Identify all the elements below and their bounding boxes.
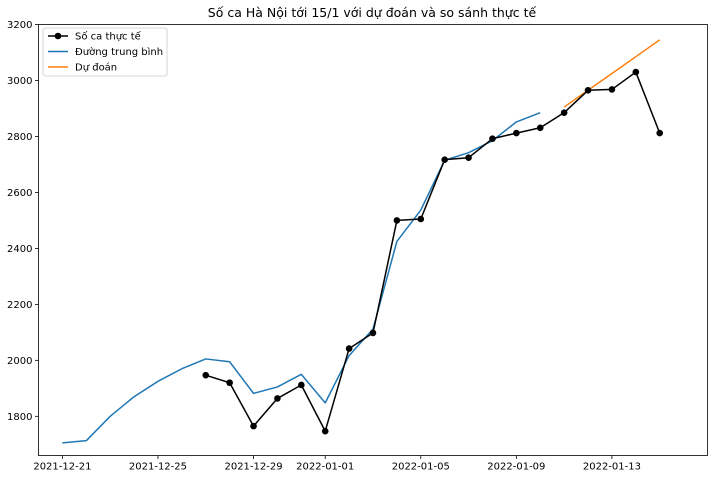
data-point <box>465 154 472 162</box>
legend-label: Số ca thực tế <box>75 31 142 43</box>
data-point <box>608 86 616 93</box>
data-point <box>536 124 544 132</box>
data-point <box>513 129 520 137</box>
y-tick-label: 3000 <box>7 76 32 87</box>
data-point <box>560 109 568 116</box>
x-tick-label: 2022-01-05 <box>392 462 450 473</box>
y-axis: 1800 2000 2200 2400 2600 2800 3000 3200 <box>7 20 39 423</box>
data-point <box>345 345 353 352</box>
series-line <box>563 39 661 108</box>
data-point <box>441 156 448 163</box>
data-point <box>321 427 329 435</box>
data-point <box>489 135 496 142</box>
data-point <box>298 381 305 389</box>
x-tick-label: 2021-12-25 <box>129 462 187 473</box>
data-point <box>250 422 257 430</box>
data-point <box>584 86 592 94</box>
series-line <box>62 111 541 444</box>
data-point <box>632 68 640 76</box>
data-point <box>656 129 664 137</box>
y-tick-label: 3200 <box>7 20 32 31</box>
y-tick-label: 2000 <box>7 356 32 367</box>
y-tick-label: 2400 <box>7 244 32 255</box>
x-tick-label: 2022-01-13 <box>583 462 641 473</box>
x-tick-label: 2022-01-09 <box>487 462 545 473</box>
legend: Số ca thực tế Đường trung bình Dự đoán <box>42 27 168 77</box>
y-tick-label: 2600 <box>7 188 32 199</box>
y-tick-label: 2200 <box>7 300 32 311</box>
x-tick-label: 2021-12-21 <box>33 462 91 473</box>
data-point <box>369 329 377 337</box>
legend-marker <box>54 32 62 40</box>
x-tick-label: 2021-12-29 <box>224 462 282 473</box>
series-line <box>205 71 661 432</box>
y-tick-label: 1800 <box>7 412 32 423</box>
data-point <box>202 371 210 379</box>
data-point <box>274 395 281 402</box>
legend-label: Đường trung bình <box>75 46 163 58</box>
legend-frame <box>42 27 168 77</box>
data-point <box>417 215 425 223</box>
data-point <box>393 217 401 224</box>
legend-label: Dự đoán <box>75 62 117 74</box>
plot-area <box>38 24 708 456</box>
series-layer <box>62 39 664 444</box>
y-tick-label: 2800 <box>7 132 32 143</box>
chart-title: Số ca Hà Nội tới 15/1 với dự đoán và so … <box>208 5 537 20</box>
x-tick-label: 2022-01-01 <box>296 462 354 473</box>
data-point <box>226 379 233 387</box>
x-axis: 2021-12-21 2021-12-25 2021-12-29 2022-01-01… <box>33 455 641 473</box>
